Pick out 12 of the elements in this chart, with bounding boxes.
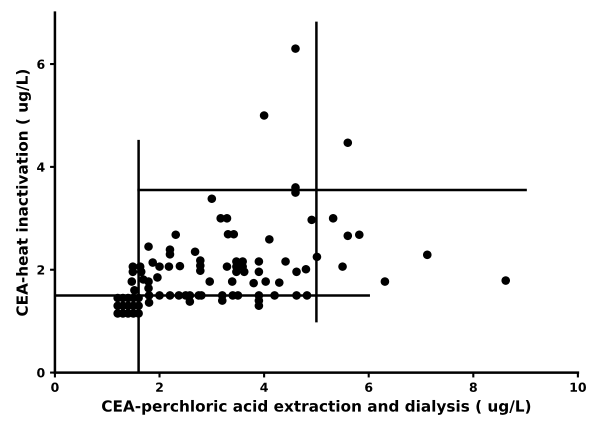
x-axis-title: CEA-perchloric acid extraction and dialysis ( ug/L) (102, 400, 530, 415)
y-axis-title: CEA-heat inactivation ( ug/L) (16, 70, 31, 316)
x-tick-label: 0 (51, 382, 59, 392)
x-tick-label: 8 (470, 382, 477, 392)
x-tick-label: 6 (365, 382, 372, 392)
x-tick-label: 2 (156, 382, 163, 392)
y-tick-label: 4 (37, 162, 45, 172)
y-tick-label: 6 (37, 60, 45, 69)
x-tick-label: 4 (260, 382, 268, 392)
y-tick-label: 0 (37, 368, 45, 378)
x-tick-label: 10 (570, 382, 586, 392)
y-tick-label: 2 (37, 265, 44, 274)
